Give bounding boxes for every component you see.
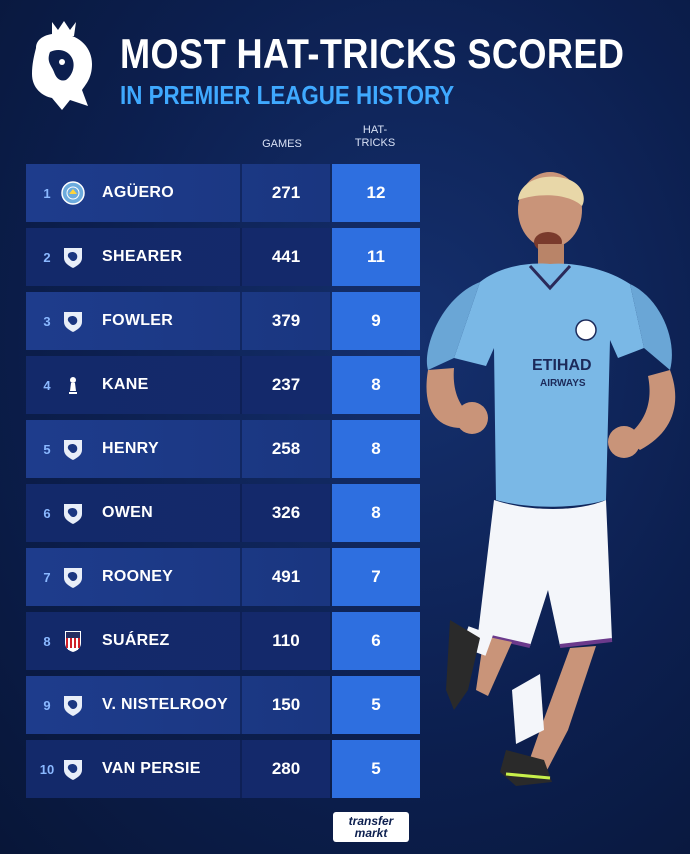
premier-league-badge-icon [60, 244, 86, 270]
hat-tricks-value: 8 [332, 356, 420, 414]
page-subtitle: IN PREMIER LEAGUE HISTORY [120, 80, 455, 110]
rank: 10 [39, 761, 55, 777]
hat-tricks-header-line1: HAT- [362, 124, 388, 136]
rank: 4 [43, 377, 51, 393]
player-name: KANE [102, 376, 149, 393]
premier-league-badge-icon [60, 500, 86, 526]
jersey-sponsor-line2: AIRWAYS [540, 378, 586, 389]
rank: 7 [43, 569, 51, 585]
player-name: AGÜERO [102, 184, 175, 201]
transfermarkt-logo: transfer markt [333, 812, 409, 842]
table-row: 8 SUÁREZ 110 6 [26, 612, 420, 670]
premier-league-badge-icon [60, 308, 86, 334]
table-row: 4 KANE 237 8 [26, 356, 420, 414]
atletico-madrid-badge-icon [60, 628, 86, 654]
games-value: 491 [271, 567, 301, 586]
hat-tricks-value: 5 [332, 676, 420, 734]
hat-tricks-value: 6 [332, 612, 420, 670]
player-name: FOWLER [102, 312, 174, 329]
hat-tricks-value: 9 [332, 292, 420, 350]
player-name: SUÁREZ [102, 632, 170, 649]
table-row: 1 AGÜERO 271 12 [26, 164, 420, 222]
player-name: VAN PERSIE [102, 760, 201, 777]
rank: 5 [43, 441, 51, 457]
premier-league-badge-icon [60, 564, 86, 590]
hat-tricks-header-line2: TRICKS [354, 137, 396, 149]
page-title: MOST HAT-TRICKS SCORED [120, 30, 625, 77]
games-value: 326 [271, 503, 301, 522]
rank: 8 [43, 633, 51, 649]
premier-league-badge-icon [60, 692, 86, 718]
jersey-sponsor-line1: ETIHAD [532, 357, 592, 374]
premier-league-logo [22, 18, 102, 114]
table-row: 5 HENRY 258 8 [26, 420, 420, 478]
player-name: HENRY [102, 440, 159, 457]
player-photo: ETIHAD AIRWAYS [420, 170, 690, 810]
games-value: 280 [271, 759, 301, 778]
rank: 2 [43, 249, 51, 265]
games-value: 150 [271, 695, 301, 714]
table-row: 3 FOWLER 379 9 [26, 292, 420, 350]
hat-tricks-column-header: HAT- TRICKS [332, 124, 418, 150]
games-column-header: GAMES [246, 138, 318, 151]
brand-line1: transfer [348, 814, 394, 828]
player-name: V. NISTELROOY [102, 696, 229, 713]
hat-tricks-value: 8 [332, 420, 420, 478]
hat-tricks-value: 5 [332, 740, 420, 798]
games-value: 441 [271, 247, 301, 266]
tottenham-badge-icon [60, 372, 86, 398]
games-value: 258 [271, 439, 301, 458]
player-name: ROONEY [102, 568, 174, 585]
hat-tricks-value: 8 [332, 484, 420, 542]
hat-tricks-value: 12 [332, 164, 420, 222]
premier-league-badge-icon [60, 436, 86, 462]
brand-line2: markt [354, 826, 388, 840]
rank: 3 [43, 313, 51, 329]
hat-tricks-table: 1 AGÜERO 271 12 2 SHEARER 441 11 3 FOWLE… [26, 164, 420, 804]
games-value: 379 [271, 311, 301, 330]
rank: 6 [43, 505, 51, 521]
hat-tricks-value: 11 [332, 228, 420, 286]
games-value: 271 [271, 183, 301, 202]
table-row: 7 ROONEY 491 7 [26, 548, 420, 606]
rank: 1 [43, 185, 51, 201]
games-header-label: GAMES [262, 138, 302, 150]
games-value: 110 [272, 631, 300, 650]
player-name: OWEN [102, 504, 153, 521]
games-value: 237 [271, 375, 301, 394]
rank: 9 [43, 697, 51, 713]
player-name: SHEARER [102, 248, 183, 265]
table-row: 6 OWEN 326 8 [26, 484, 420, 542]
hat-tricks-value: 7 [332, 548, 420, 606]
man-city-badge-icon [60, 180, 86, 206]
table-row: 2 SHEARER 441 11 [26, 228, 420, 286]
table-row: 9 V. NISTELROOY 150 5 [26, 676, 420, 734]
table-row: 10 VAN PERSIE 280 5 [26, 740, 420, 798]
premier-league-badge-icon [60, 756, 86, 782]
